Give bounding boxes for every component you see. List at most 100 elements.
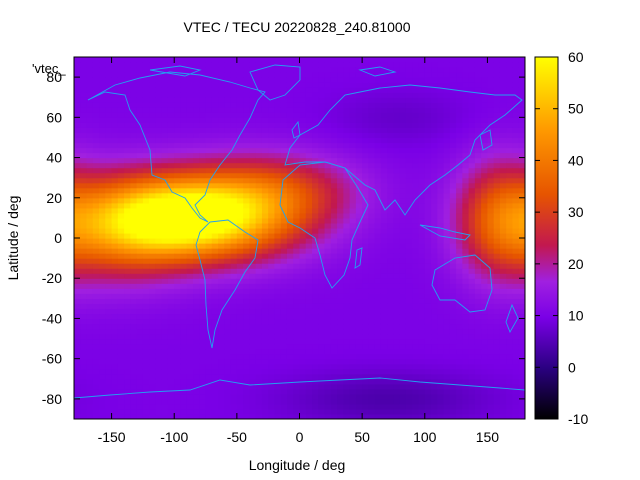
heatmap-cell [443, 363, 451, 370]
heatmap-cell [349, 112, 357, 118]
heatmap-cell [293, 268, 301, 274]
heatmap-cell [462, 403, 470, 410]
heatmap-cell [412, 77, 420, 83]
heatmap-cell [99, 167, 106, 174]
heatmap-cell [280, 313, 288, 320]
heatmap-cell [130, 187, 138, 194]
heatmap-cell [468, 207, 476, 214]
heatmap-cell [318, 283, 326, 289]
heatmap-cell [299, 152, 307, 159]
heatmap-cell [136, 288, 144, 294]
heatmap-cell [280, 192, 288, 199]
heatmap-cell [80, 303, 88, 309]
heatmap-cell [374, 313, 382, 320]
heatmap-cell [380, 283, 388, 289]
heatmap-cell [211, 117, 219, 123]
heatmap-cell [393, 137, 401, 144]
heatmap-cell [74, 273, 81, 279]
heatmap-cell [236, 333, 244, 340]
heatmap-cell [286, 318, 294, 325]
heatmap-cell [431, 298, 438, 304]
heatmap-cell [186, 318, 194, 325]
heatmap-cell [437, 238, 445, 244]
heatmap-cell [393, 102, 401, 108]
heatmap-cell [399, 202, 407, 209]
heatmap-cell [305, 283, 313, 289]
heatmap-cell [274, 393, 282, 400]
heatmap-cell [312, 222, 319, 229]
heatmap-cell [337, 117, 344, 123]
heatmap-cell [393, 278, 401, 284]
heatmap-cell [280, 323, 288, 330]
heatmap-cell [474, 102, 482, 108]
heatmap-cell [449, 353, 457, 360]
heatmap-cell [343, 313, 351, 320]
heatmap-cell [380, 308, 388, 315]
heatmap-cell [274, 323, 282, 330]
heatmap-cell [443, 87, 451, 93]
heatmap-cell [80, 298, 88, 304]
heatmap-cell [193, 283, 200, 289]
heatmap-cell [324, 202, 332, 209]
heatmap-cell [142, 253, 150, 259]
heatmap-cell [418, 408, 426, 415]
heatmap-cell [261, 408, 269, 415]
heatmap-cell [124, 137, 131, 144]
heatmap-cell [362, 243, 369, 249]
heatmap-cell [211, 212, 219, 219]
heatmap-cell [74, 192, 81, 199]
heatmap-cell [380, 87, 388, 93]
heatmap-cell [149, 353, 157, 360]
heatmap-cell [368, 248, 376, 254]
heatmap-cell [142, 97, 150, 103]
heatmap-cell [330, 323, 338, 330]
heatmap-cell [487, 122, 495, 128]
heatmap-cell [86, 378, 94, 385]
heatmap-cell [449, 263, 457, 269]
heatmap-cell [443, 408, 451, 415]
heatmap-cell [418, 152, 426, 159]
heatmap-cell [155, 398, 163, 405]
heatmap-cell [149, 112, 157, 118]
heatmap-cell [506, 388, 514, 395]
heatmap-cell [230, 343, 238, 350]
heatmap-cell [449, 142, 457, 149]
heatmap-cell [74, 373, 81, 380]
heatmap-cell [111, 197, 119, 204]
heatmap-cell [506, 303, 514, 309]
heatmap-cell [449, 192, 457, 199]
heatmap-cell [167, 313, 175, 320]
heatmap-cell [299, 308, 307, 315]
heatmap-cell [130, 132, 138, 139]
heatmap-cell [362, 343, 369, 350]
heatmap-cell [499, 373, 507, 380]
heatmap-cell [80, 398, 88, 405]
heatmap-cell [161, 398, 169, 405]
heatmap-cell [243, 217, 250, 224]
heatmap-cell [286, 82, 294, 88]
heatmap-cell [286, 102, 294, 108]
heatmap-cell [399, 293, 407, 299]
heatmap-cell [86, 142, 94, 149]
heatmap-cell [286, 388, 294, 395]
heatmap-cell [368, 258, 376, 264]
heatmap-cell [443, 373, 451, 380]
heatmap-cell [249, 413, 257, 419]
heatmap-cell [249, 112, 257, 118]
heatmap-cell [374, 283, 382, 289]
heatmap-cell [193, 293, 200, 299]
heatmap-cell [324, 82, 332, 88]
heatmap-cell [149, 278, 157, 284]
heatmap-cell [180, 67, 188, 73]
heatmap-cell [224, 217, 232, 224]
heatmap-cell [249, 308, 257, 315]
heatmap-cell [180, 77, 188, 83]
heatmap-cell [105, 117, 113, 123]
heatmap-cell [324, 142, 332, 149]
heatmap-cell [299, 232, 307, 239]
heatmap-cell [211, 97, 219, 103]
heatmap-cell [355, 303, 363, 309]
heatmap-cell [117, 127, 125, 134]
heatmap-cell [230, 398, 238, 405]
heatmap-cell [380, 102, 388, 108]
